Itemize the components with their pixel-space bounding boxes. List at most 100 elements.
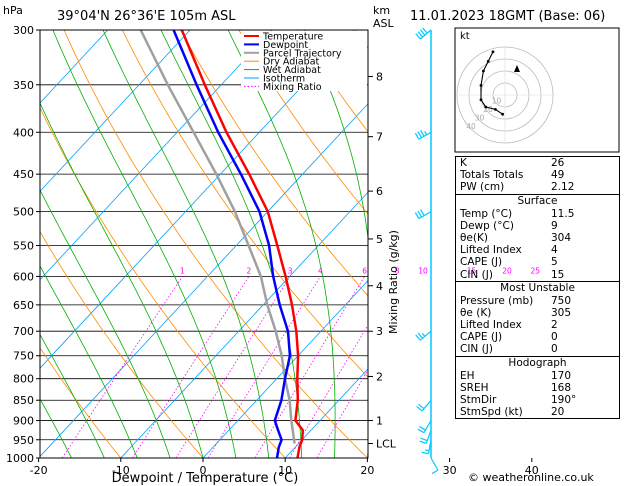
wind-barb-flag xyxy=(419,29,426,36)
pressure-tick-label: 800 xyxy=(13,373,34,386)
copyright-footer: © weatheronline.co.uk xyxy=(468,471,594,484)
stat-row: Lifted Index 4 xyxy=(456,244,619,256)
wind-barb-flag xyxy=(417,131,422,139)
dry-adiabat xyxy=(238,30,368,215)
height-tick-label: 7 xyxy=(376,131,383,144)
mixing-ratio-label: 3 xyxy=(288,266,293,275)
stat-label: StmDir xyxy=(460,394,497,406)
wind-barb-flag xyxy=(420,129,425,137)
pressure-tick-label: 350 xyxy=(13,79,34,92)
stat-label: StmSpd (kt) xyxy=(460,406,523,419)
wind-barb-flag xyxy=(414,212,420,219)
hodograph-point xyxy=(491,50,495,54)
mixing-ratio-label: 1 xyxy=(180,266,185,275)
stat-value: 9 xyxy=(551,219,558,232)
wind-barb xyxy=(425,430,432,444)
wet-adiabat xyxy=(40,398,72,458)
location-title: 39°04'N 26°36'E 105m ASL xyxy=(57,9,236,24)
hodograph-ring-label: 40 xyxy=(466,122,476,131)
dry-adiabat xyxy=(40,106,286,458)
mixing-ratio-label: 25 xyxy=(530,266,540,275)
stat-value: 304 xyxy=(551,231,572,244)
stat-row: Pressure (mb) 750 xyxy=(456,295,619,307)
wind-barb-half-flag xyxy=(425,449,430,452)
wind-barb xyxy=(423,420,432,433)
hodograph-point xyxy=(486,60,490,63)
stat-row: CIN (J) 0 xyxy=(456,343,619,355)
wind-barb xyxy=(419,330,432,341)
isotherm xyxy=(40,30,191,192)
wind-barb-half-flag xyxy=(424,131,428,136)
legend-background xyxy=(241,31,367,91)
temperature-tick-label: -10 xyxy=(112,464,130,477)
wind-barb-flag xyxy=(417,428,425,434)
stat-label: PW (cm) xyxy=(460,181,505,194)
isotherm xyxy=(40,30,355,369)
wind-barb-flag xyxy=(416,405,423,412)
datetime-title: 11.01.2023 18GMT (Base: 06) xyxy=(410,9,605,24)
wind-barb-flag xyxy=(418,403,425,410)
stat-value: 0 xyxy=(551,331,558,344)
wind-barb-flag xyxy=(421,451,429,455)
mixing-ratio-line xyxy=(132,276,250,458)
stat-label: Lifted Index xyxy=(460,244,522,257)
mixing-ratio-label: 15 xyxy=(467,266,477,275)
isotherm xyxy=(120,191,368,458)
stat-label: Lifted Index xyxy=(460,319,522,332)
wind-barb xyxy=(427,439,432,454)
mixing-ratio-line xyxy=(175,276,291,458)
stat-label: CIN (J) xyxy=(460,343,493,356)
parcel-trajectory xyxy=(139,30,296,444)
mixing-ratio-label: 2 xyxy=(247,266,252,275)
wind-barb xyxy=(418,211,432,220)
temperature-tick-label: 20 xyxy=(360,464,374,477)
storm-motion-arrow xyxy=(514,65,520,72)
hodograph-point xyxy=(501,112,504,116)
stat-label: CAPE (J) xyxy=(460,256,503,269)
wind-barb-flag xyxy=(415,33,421,40)
stat-value: 11.5 xyxy=(551,207,575,220)
sounding-profiles xyxy=(139,30,305,458)
pressure-axis: 300 350 400 450 500 550 600 650 700 750 800 850 900 9… xyxy=(6,24,40,465)
wind-profile xyxy=(414,27,439,475)
height-tick-label: 2 xyxy=(376,370,383,383)
stat-label: CIN (J) xyxy=(460,268,493,281)
stat-label: Dewp (°C) xyxy=(460,219,514,232)
stat-label: θe(K) xyxy=(460,231,488,244)
mixing-ratio-label: 4 xyxy=(318,266,323,275)
hodograph-ring-label: 20 xyxy=(483,105,493,114)
hodograph-stats-title: Hodograph xyxy=(508,356,567,369)
stability-indices-panel: K 26 Totals Totals 49 PW (cm) 2.12 Surface Te… xyxy=(455,156,620,420)
legend-label: Mixing Ratio xyxy=(263,82,322,93)
height-tick-label: 8 xyxy=(376,71,383,84)
stat-value: 49 xyxy=(551,169,565,182)
pressure-tick-label: 850 xyxy=(13,394,34,407)
pressure-tick-label: 900 xyxy=(13,415,34,428)
hodograph-point xyxy=(479,84,483,87)
wind-barb-flag xyxy=(417,332,424,339)
surface-table: Surface Temp (°C) 11.5 Dewp (°C) 9 θe(K) 304 L… xyxy=(455,194,620,282)
pressure-tick-label: 600 xyxy=(13,270,34,283)
height-tick-label: 1 xyxy=(376,415,383,428)
stat-row: SREH 168 xyxy=(456,382,619,394)
wind-barb-flag xyxy=(422,27,428,34)
hodograph-ring-label: 30 xyxy=(475,113,485,122)
stat-row: CIN (J) 15 xyxy=(456,269,619,281)
stat-label: Pressure (mb) xyxy=(460,294,534,307)
stat-row: CAPE (J) 5 xyxy=(456,256,619,268)
wind-barb-flag xyxy=(415,334,421,341)
mixing-ratio-label: 10 xyxy=(418,266,428,275)
x-axis-title: Dewpoint / Temperature (°C) xyxy=(112,471,299,486)
stat-label: Temp (°C) xyxy=(460,207,513,220)
stat-row: Lifted Index 2 xyxy=(456,319,619,331)
legend-label: Temperature xyxy=(262,32,323,43)
mixing-ratio-label: 8 xyxy=(395,266,400,275)
stat-value: 26 xyxy=(551,157,565,169)
wet-adiabat xyxy=(102,30,270,458)
stat-value: 2 xyxy=(551,319,558,332)
pressure-tick-label: 1000 xyxy=(6,452,34,465)
wet-adiabat xyxy=(40,265,138,458)
wet-adiabat xyxy=(304,30,368,458)
